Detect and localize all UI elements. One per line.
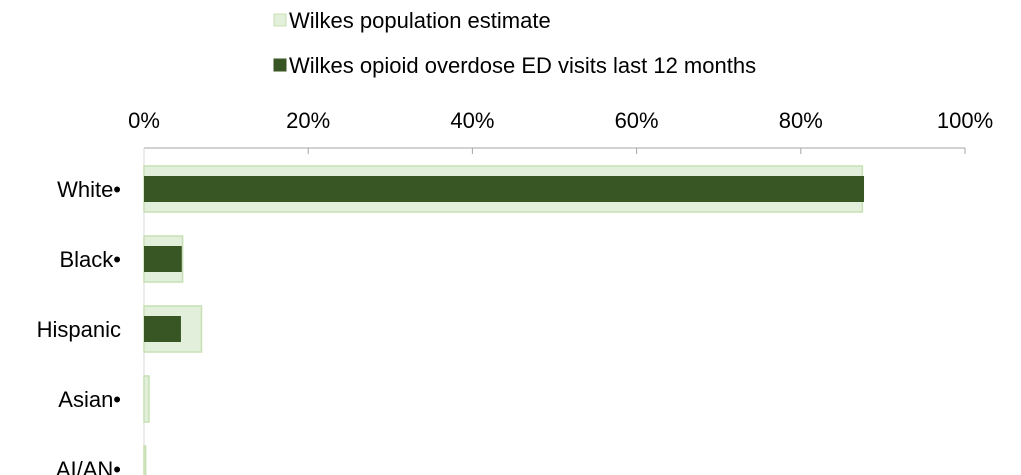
legend-swatch-0 [273, 13, 287, 27]
bar-population-4 [143, 445, 147, 475]
legend-swatch-1 [273, 58, 287, 72]
category-label: Black• [60, 247, 122, 272]
legend-label-0: Wilkes population estimate [289, 8, 551, 33]
legend: Wilkes population estimate Wilkes opioid … [273, 8, 756, 78]
x-tick-label: 100% [937, 108, 993, 133]
bar-population-3 [143, 375, 150, 423]
x-tick-label: 60% [615, 108, 659, 133]
x-tick-label: 80% [779, 108, 823, 133]
bar-ed-visits-2 [144, 316, 181, 342]
bar-ed-visits-1 [144, 246, 182, 272]
bars [143, 165, 865, 475]
x-tick-label: 0% [128, 108, 160, 133]
legend-label-1: Wilkes opioid overdose ED visits last 12… [289, 53, 756, 78]
category-label: Asian• [58, 387, 121, 412]
x-tick-label: 40% [450, 108, 494, 133]
category-label: Hispanic [37, 317, 121, 342]
category-labels: White• Black• Hispanic Asian• AI/AN• [37, 177, 121, 475]
x-axis: 0% 20% 40% 60% 80% 100% [128, 108, 993, 475]
category-label: AI/AN• [56, 457, 121, 475]
bar-ed-visits-0 [144, 176, 865, 202]
category-label: White• [57, 177, 121, 202]
x-tick-label: 20% [286, 108, 330, 133]
